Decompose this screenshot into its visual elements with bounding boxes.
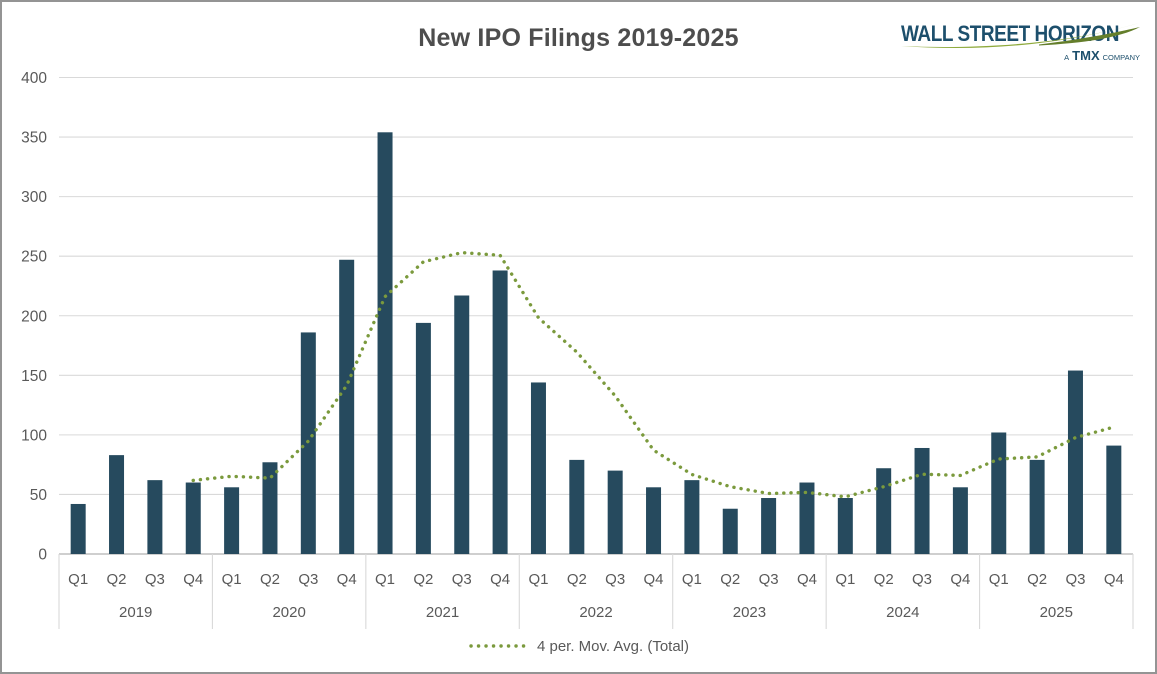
bar-2023-Q3 <box>761 498 777 554</box>
bar-2022-Q3 <box>607 470 623 554</box>
legend: 4 per. Mov. Avg. (Total) <box>2 631 1155 661</box>
quarter-label: Q2 <box>107 571 127 588</box>
year-label: 2025 <box>1040 604 1073 621</box>
year-label: 2019 <box>119 604 152 621</box>
y-tick-label: 50 <box>30 487 48 504</box>
quarter-label: Q4 <box>183 571 203 588</box>
bar-2023-Q2 <box>722 508 738 554</box>
year-label: 2021 <box>426 604 459 621</box>
logo-swoosh-accent <box>1039 27 1140 46</box>
quarter-label: Q2 <box>413 571 433 588</box>
bar-2019-Q4 <box>185 482 201 554</box>
quarter-label: Q2 <box>720 571 740 588</box>
quarter-label: Q2 <box>260 571 280 588</box>
year-label: 2023 <box>733 604 766 621</box>
bar-2019-Q3 <box>147 480 163 554</box>
y-tick-label: 100 <box>21 427 47 444</box>
year-label: 2024 <box>886 604 919 621</box>
logo-brand-text: WALL STREET HORIZON <box>901 21 1119 46</box>
quarter-label: Q3 <box>605 571 625 588</box>
bar-2025-Q4 <box>1106 445 1122 554</box>
y-tick-label: 200 <box>21 308 47 325</box>
bar-2025-Q1 <box>991 432 1007 554</box>
bar-2020-Q3 <box>300 332 316 554</box>
logo-sub-a: A <box>1064 53 1069 62</box>
mov-avg-legend-swatch-icon <box>469 644 527 648</box>
quarter-label: Q2 <box>1027 571 1047 588</box>
bar-2021-Q3 <box>454 295 470 554</box>
quarter-label: Q1 <box>682 571 702 588</box>
bar-2023-Q4 <box>799 482 815 554</box>
bar-2021-Q1 <box>377 132 393 555</box>
bar-2021-Q4 <box>492 270 508 554</box>
bar-2020-Q4 <box>339 259 355 554</box>
quarter-label: Q3 <box>759 571 779 588</box>
quarter-label: Q3 <box>452 571 472 588</box>
quarter-label: Q4 <box>1104 571 1124 588</box>
logo-tmx-line: A TMX COMPANY <box>1064 48 1140 63</box>
legend-label: 4 per. Mov. Avg. (Total) <box>536 637 689 655</box>
bar-2021-Q2 <box>415 322 431 554</box>
bar-2024-Q4 <box>952 487 968 554</box>
logo-sub-company: COMPANY <box>1103 53 1140 62</box>
quarter-label: Q1 <box>68 571 88 588</box>
wall-street-horizon-logo: WALL STREET HORIZON A TMX COMPANY <box>901 21 1140 63</box>
bar-2020-Q2 <box>262 462 278 554</box>
bar-2025-Q3 <box>1067 370 1083 554</box>
quarter-label: Q4 <box>797 571 817 588</box>
quarter-label: Q3 <box>1065 571 1085 588</box>
year-label: 2022 <box>579 604 612 621</box>
quarter-label: Q2 <box>567 571 587 588</box>
quarter-label: Q1 <box>835 571 855 588</box>
bar-2022-Q4 <box>646 487 662 554</box>
quarter-label: Q1 <box>989 571 1009 588</box>
bar-2024-Q1 <box>837 498 853 554</box>
quarter-label: Q4 <box>490 571 510 588</box>
y-tick-label: 300 <box>21 189 47 206</box>
y-tick-label: 350 <box>21 130 47 147</box>
quarter-label: Q3 <box>912 571 932 588</box>
bar-2019-Q2 <box>109 455 125 554</box>
bar-2019-Q1 <box>70 503 86 554</box>
moving-average-line <box>191 250 1116 499</box>
y-tick-label: 400 <box>21 70 47 87</box>
bar-2024-Q2 <box>876 468 892 554</box>
bar-2020-Q1 <box>224 487 240 554</box>
bar-2022-Q2 <box>569 459 585 554</box>
bar-2025-Q2 <box>1029 459 1045 554</box>
y-tick-label: 250 <box>21 249 47 266</box>
bar-2022-Q1 <box>530 382 546 554</box>
quarter-label: Q3 <box>298 571 318 588</box>
bar-2023-Q1 <box>684 480 700 554</box>
quarter-label: Q4 <box>337 571 357 588</box>
quarter-label: Q4 <box>950 571 970 588</box>
quarter-label: Q1 <box>375 571 395 588</box>
year-label: 2020 <box>272 604 305 621</box>
y-tick-label: 0 <box>38 547 47 564</box>
quarter-label: Q4 <box>644 571 664 588</box>
quarter-label: Q1 <box>222 571 242 588</box>
quarter-label: Q1 <box>528 571 548 588</box>
quarter-label: Q3 <box>145 571 165 588</box>
chart-title: New IPO Filings 2019-2025 <box>418 24 739 52</box>
logo-sub-tmx: TMX <box>1072 48 1100 63</box>
bar-2024-Q3 <box>914 447 930 554</box>
quarter-label: Q2 <box>874 571 894 588</box>
y-tick-label: 150 <box>21 368 47 385</box>
